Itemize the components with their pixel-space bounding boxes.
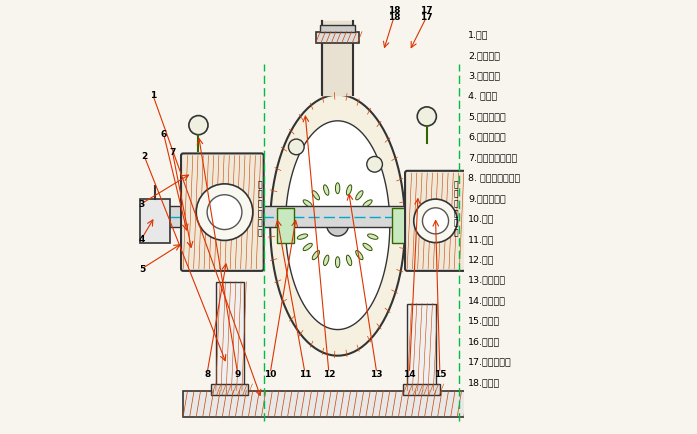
Text: 9.轴承温度计: 9.轴承温度计 <box>468 194 506 203</box>
FancyBboxPatch shape <box>181 154 263 271</box>
Text: 4. 调速器: 4. 调速器 <box>468 92 498 101</box>
Text: 5: 5 <box>139 265 145 273</box>
Circle shape <box>327 215 348 237</box>
Bar <box>216 282 244 391</box>
Text: 12.汽缸: 12.汽缸 <box>468 255 495 264</box>
Circle shape <box>207 195 242 230</box>
Ellipse shape <box>335 183 340 194</box>
Text: 13: 13 <box>371 369 383 378</box>
Text: 2: 2 <box>141 152 147 161</box>
Circle shape <box>189 116 208 135</box>
FancyBboxPatch shape <box>405 171 466 271</box>
Ellipse shape <box>367 212 378 217</box>
Text: 14: 14 <box>403 369 415 378</box>
Bar <box>407 304 436 391</box>
Ellipse shape <box>312 191 319 201</box>
Ellipse shape <box>367 234 378 240</box>
Text: 9: 9 <box>234 369 240 378</box>
Ellipse shape <box>369 224 380 228</box>
Text: 6.危急遮断器: 6.危急遮断器 <box>468 132 506 141</box>
Circle shape <box>289 140 304 155</box>
Text: 15.后轴承: 15.后轴承 <box>468 316 500 325</box>
Text: 6: 6 <box>160 130 167 139</box>
Text: 16.联轴器: 16.联轴器 <box>468 336 500 345</box>
Text: 1: 1 <box>150 91 156 100</box>
Ellipse shape <box>346 256 352 266</box>
Text: 17: 17 <box>420 13 433 22</box>
Ellipse shape <box>303 244 312 251</box>
Text: 12: 12 <box>323 369 335 378</box>
Text: 3.前轴承座: 3.前轴承座 <box>468 71 500 80</box>
Text: 18: 18 <box>388 13 400 22</box>
Ellipse shape <box>363 201 372 207</box>
Circle shape <box>418 108 436 127</box>
Ellipse shape <box>335 257 340 268</box>
Text: 2.弹性支座: 2.弹性支座 <box>468 51 500 60</box>
Circle shape <box>197 184 253 241</box>
Text: 7.危急遮断器连杆: 7.危急遮断器连杆 <box>468 153 517 162</box>
Bar <box>464 0 572 434</box>
Ellipse shape <box>297 212 307 217</box>
Bar <box>316 33 360 43</box>
Text: 后
轴
承
中
心
线: 后 轴 承 中 心 线 <box>454 180 458 237</box>
Text: 18.喷嘴组: 18.喷嘴组 <box>468 377 500 386</box>
Bar <box>479 195 503 234</box>
Bar <box>183 391 466 417</box>
Text: 15: 15 <box>434 369 446 378</box>
Text: 11: 11 <box>299 369 312 378</box>
Text: 3: 3 <box>139 200 145 208</box>
Ellipse shape <box>346 185 352 196</box>
Text: 7: 7 <box>169 148 176 156</box>
Bar <box>277 208 294 243</box>
Text: 17: 17 <box>420 6 433 15</box>
Ellipse shape <box>323 256 329 266</box>
Text: 1.底盘: 1.底盘 <box>468 30 489 39</box>
Text: 5.转速传感器: 5.转速传感器 <box>468 112 506 121</box>
Ellipse shape <box>355 251 363 260</box>
Text: 前
轴
承
中
心
线: 前 轴 承 中 心 线 <box>258 180 263 237</box>
Text: 8: 8 <box>204 369 210 378</box>
Ellipse shape <box>296 224 306 228</box>
Ellipse shape <box>303 201 312 207</box>
Circle shape <box>414 200 457 243</box>
Ellipse shape <box>312 251 319 260</box>
Ellipse shape <box>297 234 307 240</box>
Polygon shape <box>270 95 405 356</box>
Bar <box>320 26 355 33</box>
Bar <box>211 384 248 395</box>
Bar <box>157 206 505 228</box>
Ellipse shape <box>323 185 329 196</box>
Text: 18: 18 <box>388 6 400 15</box>
Circle shape <box>422 208 449 234</box>
Text: 14.后轴承座: 14.后轴承座 <box>468 296 506 305</box>
Ellipse shape <box>363 244 372 251</box>
Text: 10.转子: 10.转子 <box>468 214 495 223</box>
Bar <box>139 200 170 243</box>
Text: 8. 支持止推前轴承: 8. 支持止推前轴承 <box>468 173 521 182</box>
Text: 13.叶轮叶片: 13.叶轮叶片 <box>468 275 506 284</box>
Text: 17.转向导叶环: 17.转向导叶环 <box>468 357 512 366</box>
Bar <box>403 384 440 395</box>
Text: 4: 4 <box>139 234 145 243</box>
Text: 10: 10 <box>264 369 277 378</box>
Text: 11.汽封: 11.汽封 <box>468 234 495 243</box>
Text: 16: 16 <box>490 369 503 378</box>
Bar <box>392 208 409 243</box>
Ellipse shape <box>355 191 363 201</box>
Circle shape <box>367 157 383 173</box>
Polygon shape <box>286 122 390 330</box>
